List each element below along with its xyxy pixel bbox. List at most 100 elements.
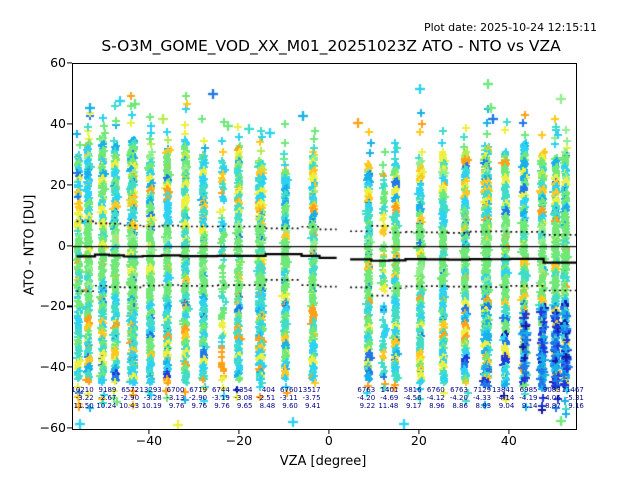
stat-value: 5816: [403, 386, 422, 394]
stat-value: 10.24: [96, 402, 117, 410]
x-tick-label: −40: [135, 433, 163, 448]
stat-value: -3.13: [166, 394, 185, 402]
stat-value: 9.65: [236, 402, 253, 410]
stat-value: 9.14: [521, 402, 538, 410]
stat-value: 11.48: [378, 402, 399, 410]
x-tick-mark: [328, 429, 330, 434]
stats-stds-row: 11.50 10.24 10.43 10.19 9.76 9.76 9.76 9.65 8.48…: [71, 402, 321, 410]
stat-value: 6719: [189, 386, 208, 394]
stat-value: -2.67: [98, 394, 117, 402]
stat-value: 9.76: [168, 402, 185, 410]
stat-value: 9.41: [304, 402, 321, 410]
y-tick-mark: [67, 184, 72, 186]
stat-value: 8.86: [452, 402, 468, 410]
stat-value: 8.48: [259, 402, 276, 410]
stat-value: 9.76: [214, 402, 230, 410]
x-tick-mark: [508, 429, 510, 434]
y-tick-mark: [67, 62, 72, 64]
plot-title: S-O3M_GOME_VOD_XX_M01_20251023Z ATO - NT…: [101, 37, 561, 55]
stat-value: 6700: [166, 386, 185, 394]
y-tick-mark: [67, 305, 72, 307]
stat-value: -3.08: [234, 394, 253, 402]
stat-value: 6354: [234, 386, 253, 394]
x-tick-label: 0: [324, 433, 333, 448]
x-tick-mark: [418, 429, 420, 434]
stat-value: -3.28: [143, 394, 162, 402]
stat-value: 9.16: [568, 402, 584, 410]
stat-value: -4.20: [357, 394, 376, 402]
stat-value: -4.33: [473, 394, 492, 402]
stat-value: 9083: [542, 386, 561, 394]
stats-means-row: -3.22 -2.67 -2.90 -3.28 -3.13 -2.90 -3.19 -3.08…: [71, 394, 321, 402]
stat-value: 9.76: [191, 402, 208, 410]
stat-value: 10210: [71, 386, 94, 394]
stat-value: 6760: [426, 386, 445, 394]
stat-value: -3.11: [279, 394, 298, 402]
y-tick-label: 60: [50, 55, 66, 70]
stat-value: -2.90: [120, 394, 140, 402]
x-tick-label: 40: [500, 433, 517, 448]
stat-value: 6763: [357, 386, 376, 394]
plot-area: [72, 63, 577, 430]
y-tick-label: 20: [50, 176, 66, 192]
y-tick-label: 0: [58, 237, 66, 253]
stat-value: 1401: [380, 386, 399, 394]
y-tick-mark: [67, 427, 72, 429]
y-tick-mark: [67, 244, 72, 247]
plot-date: Plot date: 2025-10-24 12:15:11: [423, 21, 597, 34]
stat-value: 13841: [492, 386, 515, 394]
stats-means-row: -4.20 -4.69 -4.56 -4.12 -4.20 -4.33 -4.14 -4.19…: [352, 394, 584, 402]
stat-value: 8.83: [475, 402, 492, 410]
stat-value: -4.06: [542, 394, 561, 402]
stat-value: 6763: [450, 386, 468, 394]
stat-value: -3.22: [75, 394, 94, 402]
stat-value: -3.75: [302, 394, 321, 402]
stat-value: 9.17: [405, 402, 422, 410]
x-tick-label: −20: [225, 433, 253, 448]
stats-counts-row: 10210 9189 657213293 6700 6719 6744 6354 404 676…: [71, 386, 321, 394]
x-tick-mark: [238, 429, 240, 434]
stat-value: -3.19: [211, 394, 230, 402]
stat-value: 13293: [139, 386, 162, 394]
stat-value: -5.31: [565, 394, 584, 402]
stat-value: 7129: [473, 386, 492, 394]
stat-value: 404: [261, 386, 276, 394]
stats-stds-row: 9.22 11.48 9.17 8.96 8.86 8.83 9.04 9.14 8.87 9.1…: [352, 402, 584, 410]
y-tick-label: −20: [39, 298, 66, 314]
stat-value: -4.14: [496, 394, 515, 402]
stat-value: 6572: [121, 386, 140, 394]
stat-value: 9.60: [282, 402, 298, 410]
y-tick-label: −40: [39, 359, 66, 375]
y-tick-label: 40: [50, 115, 66, 131]
x-tick-mark: [148, 429, 150, 434]
scatter-canvas: [73, 64, 576, 429]
stat-value: 6760: [280, 386, 298, 394]
stat-value: -4.12: [426, 394, 445, 402]
stats-counts-row: 6763 1401 5816 6760 6763 712913841 6985 9083114…: [352, 386, 584, 394]
stat-value: -2.90: [189, 394, 208, 402]
y-tick-label: −60: [39, 420, 66, 435]
stat-value: 11467: [561, 386, 584, 394]
stat-value: 9189: [98, 386, 117, 394]
stat-value: 9.04: [498, 402, 515, 410]
stat-value: 6744: [211, 386, 230, 394]
stat-value: 8.96: [429, 402, 445, 410]
stat-value: -2.51: [257, 394, 276, 402]
stats-annotations-right: 6763 1401 5816 6760 6763 712913841 6985 9083114…: [352, 386, 584, 410]
stat-value: 6985: [519, 386, 538, 394]
stat-value: 9.22: [359, 402, 376, 410]
stat-value: -4.69: [380, 394, 399, 402]
stat-value: -4.56: [403, 394, 422, 402]
stat-value: -4.19: [519, 394, 538, 402]
x-tick-label: 20: [410, 433, 427, 448]
stat-value: 8.87: [545, 402, 561, 410]
stat-value: 13517: [298, 386, 321, 394]
y-axis-label: ATO - NTO [DU]: [22, 194, 38, 296]
x-axis-label: VZA [degree]: [279, 454, 367, 469]
stat-value: 10.43: [119, 402, 140, 410]
stat-value: 10.19: [141, 402, 162, 410]
stats-annotations-left: 10210 9189 657213293 6700 6719 6744 6354 404 676…: [71, 386, 321, 410]
y-tick-mark: [67, 123, 72, 125]
y-tick-mark: [67, 366, 72, 368]
